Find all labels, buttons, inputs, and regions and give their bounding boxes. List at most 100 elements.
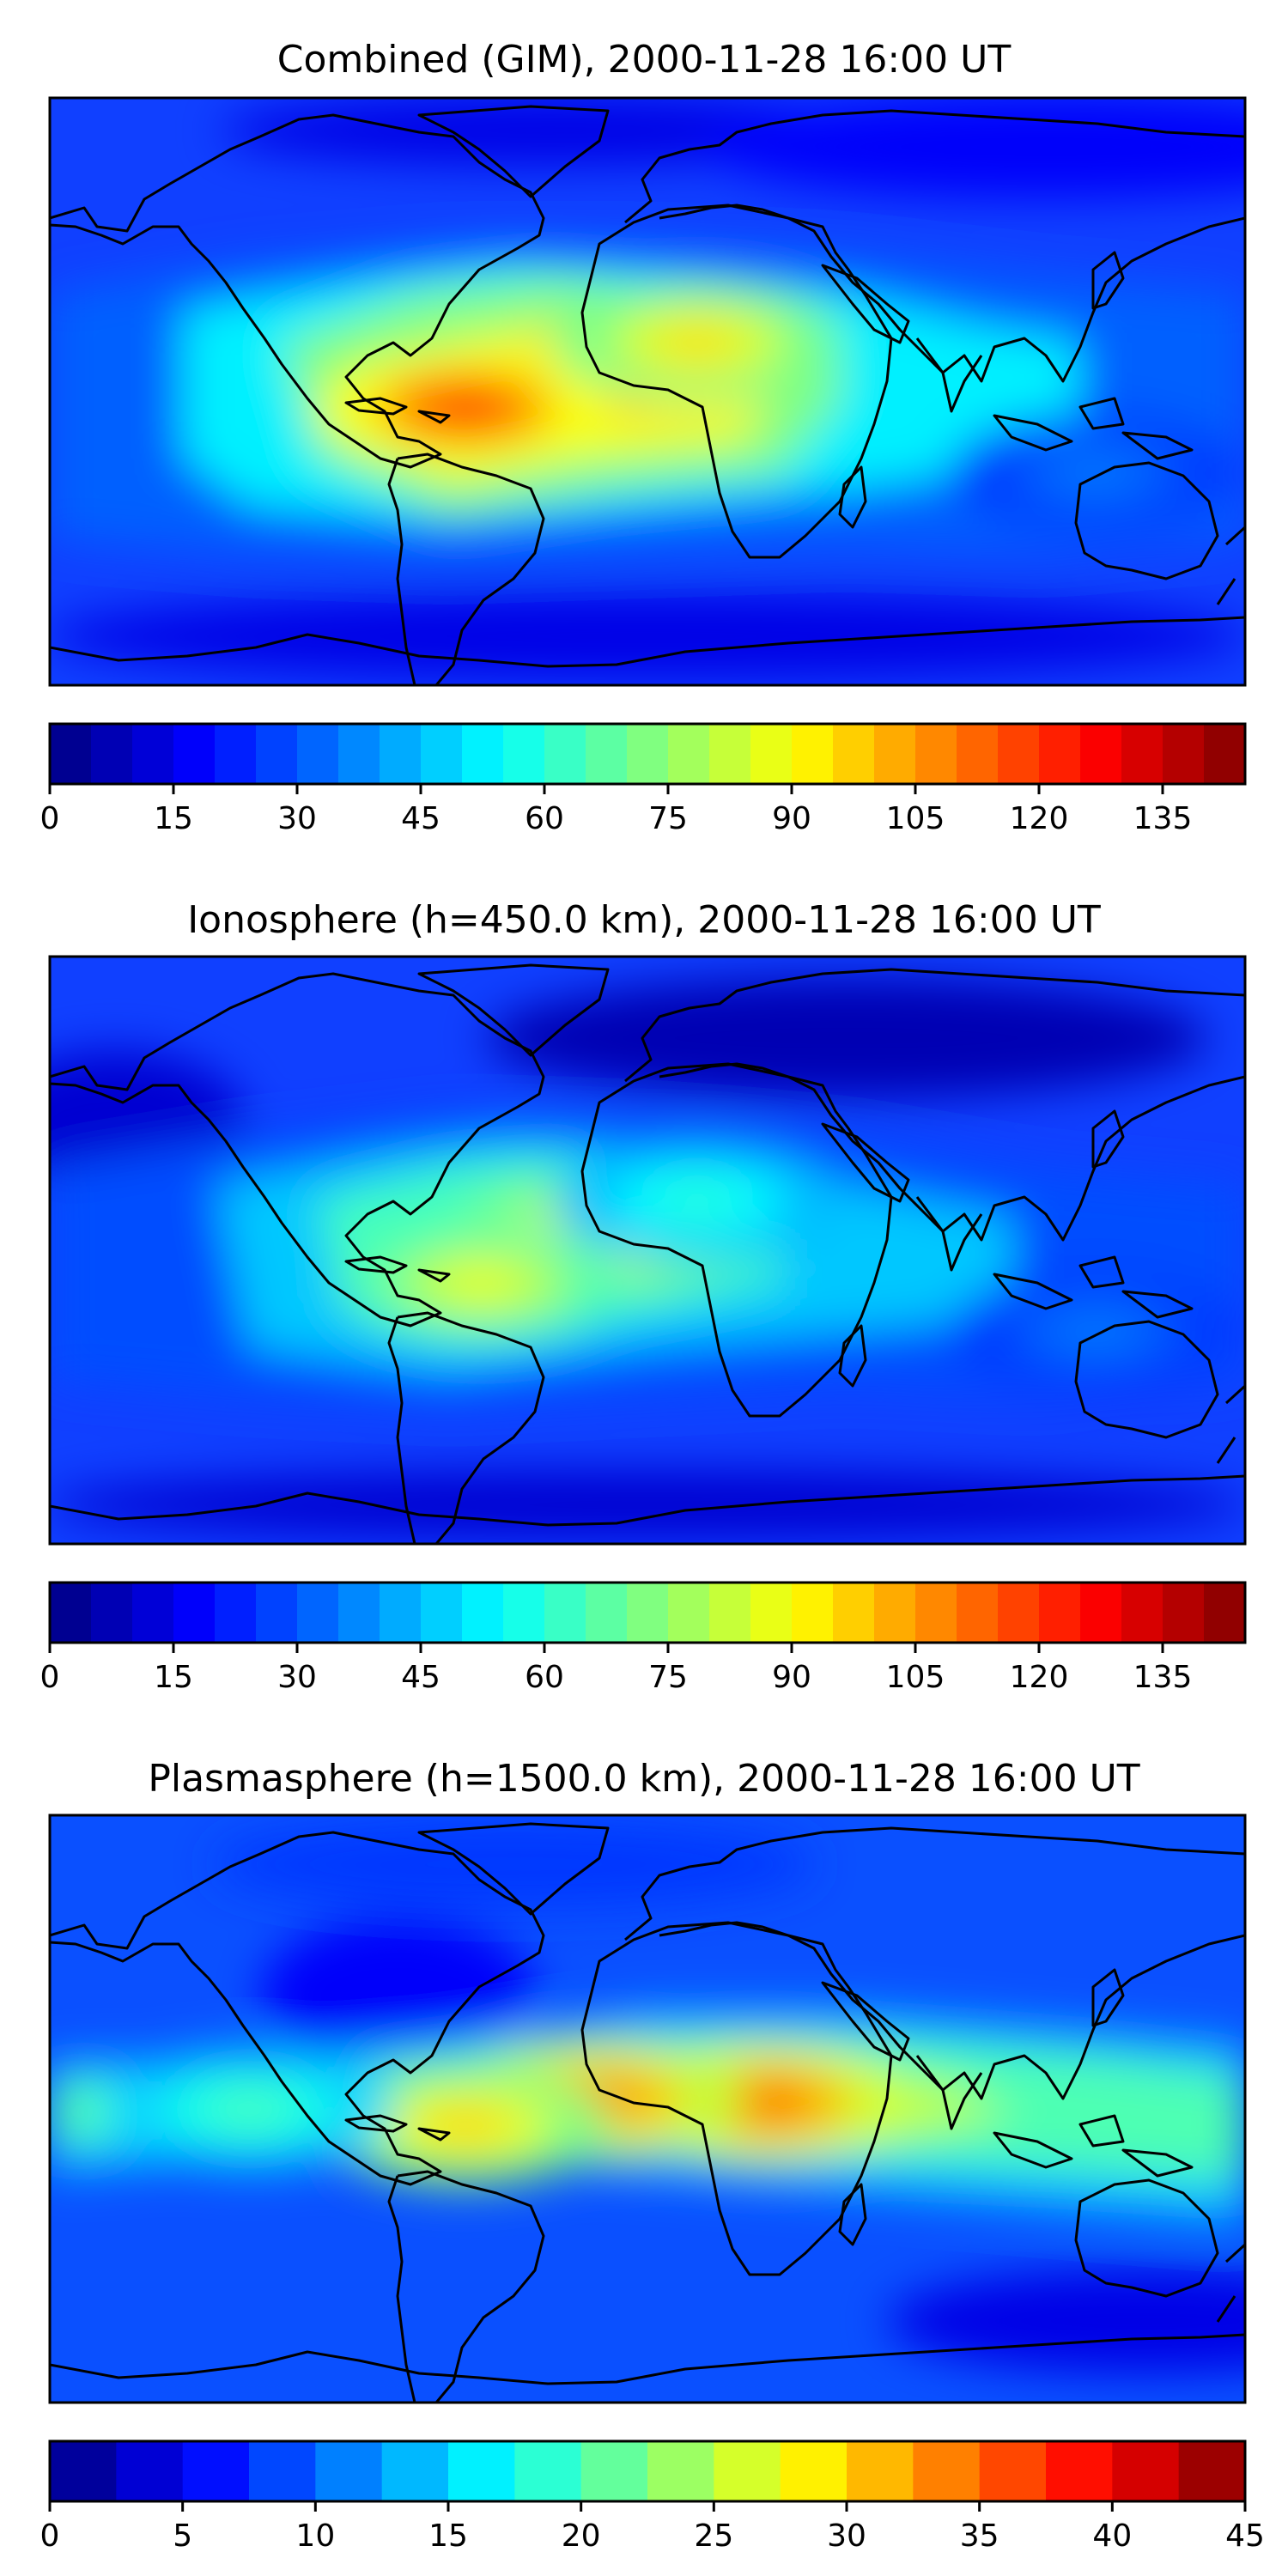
colorbar-tick-label: 0 — [40, 2518, 60, 2554]
colorbar-bin — [380, 1583, 422, 1643]
colorbar-bin — [913, 2441, 981, 2501]
colorbar-bin — [91, 1583, 133, 1643]
map-frame — [48, 96, 1247, 687]
colorbar-bin — [586, 724, 628, 784]
colorbar-bin — [1121, 1583, 1163, 1643]
colorbar-tick-label: 135 — [1133, 801, 1193, 836]
colorbar-tick-label: 120 — [1010, 801, 1069, 836]
colorbar-tick-label: 20 — [562, 2518, 601, 2554]
colorbar-tick-label: 35 — [960, 2518, 999, 2554]
colorbar-tick-label: 30 — [277, 1660, 317, 1695]
colorbar-bin — [847, 2441, 914, 2501]
colorbar-bin — [957, 724, 999, 784]
colorbar-bin — [544, 724, 586, 784]
colorbar-bin — [709, 724, 751, 784]
colorbar-tick-label: 0 — [40, 1660, 60, 1695]
colorbar-bin — [315, 2441, 383, 2501]
colorbar-tick-label: 45 — [1225, 2518, 1265, 2554]
colorbar: 0 5 10 15 20 25 30 35 40 45 — [40, 2439, 1265, 2554]
peak-1-level-2 — [437, 1265, 526, 1301]
colorbar-frame — [48, 1581, 1247, 1644]
colorbar-bin — [381, 2441, 449, 2501]
colorbar: 0 15 30 45 60 75 90 105 120 135 — [40, 722, 1247, 836]
map-area — [48, 96, 1247, 687]
colorbar-tick-label: 75 — [648, 801, 688, 836]
colorbar-bin — [338, 1583, 380, 1643]
low-region-2 — [214, 1821, 816, 1907]
colorbar-bin — [1204, 1583, 1246, 1643]
panel-plasmasphere: Plasmasphere (h=1500.0 km), 2000-11-28 1… — [40, 1757, 1265, 2554]
low-region-1 — [702, 98, 1245, 198]
colorbar-tick-label: 90 — [772, 801, 811, 836]
colorbar-bin — [1163, 1583, 1205, 1643]
colorbar-tick-label: 25 — [694, 2518, 733, 2554]
colorbar-bin — [957, 1583, 999, 1643]
colorbar-bin — [249, 2441, 316, 2501]
colorbar-bin — [116, 2441, 184, 2501]
colorbar-bin — [50, 2441, 117, 2501]
colorbar-bin — [1039, 724, 1081, 784]
colorbar-bin — [1112, 2441, 1180, 2501]
colorbar-bin — [462, 1583, 504, 1643]
colorbar-bin — [297, 724, 339, 784]
tec-field — [50, 1821, 1245, 2372]
colorbar-bin — [915, 1583, 957, 1643]
colorbar-bin — [1080, 1583, 1122, 1643]
colorbar-tick-label: 60 — [525, 801, 564, 836]
colorbar-tick-label: 0 — [40, 801, 60, 836]
colorbar-tick-label: 30 — [827, 2518, 866, 2554]
colorbar-bin — [714, 2441, 781, 2501]
colorbar-tick-label: 15 — [428, 2518, 468, 2554]
panel-title: Ionosphere (h=450.0 km), 2000-11-28 16:0… — [187, 898, 1101, 942]
colorbar-bin — [182, 2441, 250, 2501]
colorbar-bin — [173, 724, 216, 784]
colorbar-bin — [709, 1583, 751, 1643]
colorbar-bin — [668, 724, 710, 784]
colorbar-bin — [586, 1583, 628, 1643]
colorbar-bin — [627, 724, 669, 784]
colorbar-tick-label: 120 — [1010, 1660, 1069, 1695]
colorbar-bin — [647, 2441, 714, 2501]
low-region-2 — [50, 1470, 1245, 1540]
panel-combined: Combined (GIM), 2000-11-28 16:00 UT 0 15 3… — [40, 38, 1247, 836]
colorbar-tick-label: 40 — [1092, 2518, 1132, 2554]
map-frame — [48, 955, 1247, 1546]
colorbar-bin — [132, 724, 174, 784]
colorbar-bin — [132, 1583, 174, 1643]
peak-1-level-2 — [421, 390, 509, 426]
panel-title: Combined (GIM), 2000-11-28 16:00 UT — [277, 38, 1012, 82]
colorbar-bin — [256, 1583, 298, 1643]
colorbar-bin — [668, 1583, 710, 1643]
colorbar-bin — [215, 724, 257, 784]
colorbar-bin — [514, 2441, 582, 2501]
colorbar-tick-label: 30 — [277, 801, 317, 836]
colorbar-bin — [1178, 2441, 1246, 2501]
map-frame — [48, 1814, 1247, 2404]
low-region-0 — [486, 978, 1207, 1098]
colorbar-bin — [50, 1583, 92, 1643]
colorbar-frame — [48, 2439, 1247, 2503]
colorbar-tick-label: 75 — [648, 1660, 688, 1695]
colorbar-bin — [50, 724, 92, 784]
colorbar-bin — [448, 2441, 515, 2501]
colorbar-tick-label: 60 — [525, 1660, 564, 1695]
colorbar: 0 15 30 45 60 75 90 105 120 135 — [40, 1581, 1247, 1695]
colorbar-bin — [1163, 724, 1205, 784]
colorbar-bin — [580, 2441, 648, 2501]
colorbar-bin — [462, 724, 504, 784]
colorbar-tick-label: 90 — [772, 1660, 811, 1695]
colorbar-bin — [833, 1583, 875, 1643]
peak-3-level-2 — [205, 2091, 293, 2127]
peak-2-level-2 — [653, 325, 741, 361]
peak-3-level-2 — [1052, 455, 1139, 491]
colorbar-bin — [91, 724, 133, 784]
colorbar-bin — [998, 1583, 1040, 1643]
colorbar-bin — [503, 724, 545, 784]
peak-2-level-2 — [653, 1183, 741, 1219]
colorbar-tick-label: 135 — [1133, 1660, 1193, 1695]
colorbar-bin — [421, 1583, 463, 1643]
colorbar-bin — [338, 724, 380, 784]
colorbar-bin — [173, 1583, 216, 1643]
colorbar-bin — [627, 1583, 669, 1643]
